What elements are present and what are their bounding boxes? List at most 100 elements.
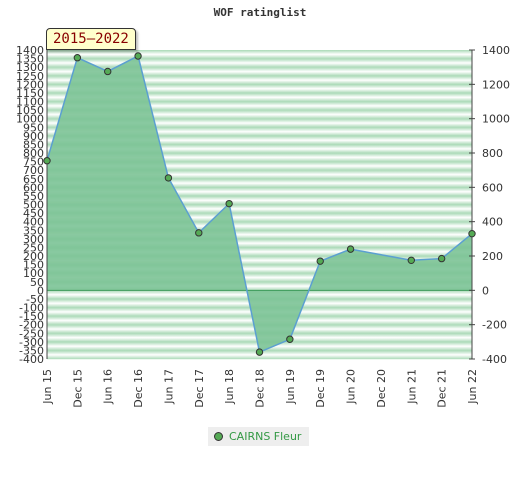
chart-title: WOF ratinglist xyxy=(213,6,307,19)
left-tick-label: -250 xyxy=(19,327,44,340)
data-markers xyxy=(43,52,476,356)
axes xyxy=(46,50,473,359)
left-tick-label: 950 xyxy=(23,121,44,134)
x-tick-label: Dec 19 xyxy=(314,369,327,408)
x-tick-label: Dec 21 xyxy=(436,369,449,408)
left-tick-label: 550 xyxy=(23,190,44,203)
left-tick-label: 500 xyxy=(23,199,44,212)
left-tick-label: 50 xyxy=(30,276,44,289)
plot-band xyxy=(47,238,472,248)
plot-band xyxy=(47,273,472,282)
plot-band xyxy=(47,221,472,231)
data-point xyxy=(437,254,446,263)
data-point xyxy=(134,52,142,60)
data-point xyxy=(225,199,233,208)
left-tick-label: 750 xyxy=(23,156,44,169)
right-tick-label: 1400 xyxy=(482,44,510,57)
plot-band xyxy=(47,144,472,154)
x-tick-label: Jun 16 xyxy=(102,369,115,405)
data-point xyxy=(346,245,355,253)
plot-band xyxy=(47,204,472,214)
plot-band xyxy=(47,101,472,111)
left-tick-label: 1000 xyxy=(16,113,44,126)
left-tick-label: 100 xyxy=(23,267,44,280)
left-tick-label: 1300 xyxy=(16,61,44,74)
right-tick-label: 600 xyxy=(482,181,503,194)
plot-band xyxy=(47,213,472,222)
plot-band xyxy=(47,195,472,205)
right-tick-label: 1200 xyxy=(482,78,510,91)
left-tick-label: 1150 xyxy=(16,87,44,100)
data-point xyxy=(104,67,112,76)
plot-band xyxy=(47,58,472,68)
legend-marker-icon xyxy=(214,432,223,441)
plot-band xyxy=(47,84,472,94)
series-area xyxy=(47,56,472,353)
x-tick-label: Jun 21 xyxy=(405,369,418,405)
right-tick-label: 0 xyxy=(482,284,489,297)
x-tick-label: Dec 16 xyxy=(132,369,145,408)
data-point xyxy=(73,54,82,62)
data-point xyxy=(316,257,324,265)
x-tick-label: Jun 19 xyxy=(284,369,297,405)
legend-label: CAIRNS Fleur xyxy=(229,430,302,443)
plot-band xyxy=(47,67,472,76)
left-tick-label: 400 xyxy=(23,216,44,229)
right-tick-label: 400 xyxy=(482,216,503,229)
data-point xyxy=(468,229,476,238)
right-tick-label: 1000 xyxy=(482,113,510,126)
plot-band xyxy=(47,256,472,265)
plot-band xyxy=(47,50,472,59)
plot-band xyxy=(47,178,472,188)
left-tick-label: 150 xyxy=(23,259,44,272)
left-tick-label: -300 xyxy=(19,336,44,349)
left-tick-label: 700 xyxy=(23,164,44,177)
plot-band xyxy=(47,230,472,240)
x-tick-label: Jun 15 xyxy=(41,369,54,405)
data-point xyxy=(286,335,294,343)
left-tick-label: 650 xyxy=(23,173,44,186)
left-tick-label: -100 xyxy=(19,302,44,315)
period-badge: 2015–2022 xyxy=(46,28,136,50)
plot-band xyxy=(47,92,472,102)
data-point xyxy=(195,229,203,237)
x-tick-label: Jun 17 xyxy=(162,369,175,405)
left-tick-label: 0 xyxy=(37,284,44,297)
right-tick-label: 200 xyxy=(482,250,503,263)
x-tick-label: Dec 17 xyxy=(193,369,206,408)
left-tick-label: 1350 xyxy=(16,53,44,66)
plot-band xyxy=(47,118,472,128)
right-tick-label: -200 xyxy=(482,319,507,332)
plot-band xyxy=(47,264,472,274)
plot-band xyxy=(47,281,472,291)
right-tick-label: -400 xyxy=(482,353,507,366)
plot-band xyxy=(47,247,472,257)
plot-band xyxy=(47,187,472,197)
left-tick-label: 300 xyxy=(23,233,44,246)
left-tick-label: -200 xyxy=(19,319,44,332)
left-tick-label: -50 xyxy=(26,293,44,306)
data-point xyxy=(255,348,264,356)
plot-band xyxy=(47,127,472,137)
x-tick-label: Jun 22 xyxy=(466,369,479,405)
left-tick-label: 850 xyxy=(23,138,44,151)
plot-band xyxy=(47,75,472,85)
left-tick-label: 350 xyxy=(23,224,44,237)
right-axis: 1400 1200 1000 800 600 400 200 0 -200 -400 xyxy=(469,44,510,366)
legend[interactable]: CAIRNS Fleur xyxy=(208,427,310,446)
left-tick-label: 250 xyxy=(23,241,44,254)
x-tick-label: Jun 20 xyxy=(345,369,358,405)
x-tick-label: Dec 20 xyxy=(375,369,388,408)
plot-band xyxy=(47,110,472,119)
left-tick-label: 1250 xyxy=(16,70,44,83)
left-tick-label: -150 xyxy=(19,310,44,323)
x-tick-label: Jun 18 xyxy=(223,369,236,405)
right-tick-label: 800 xyxy=(482,147,503,160)
left-tick-label: 900 xyxy=(23,130,44,143)
plot-band xyxy=(47,153,472,162)
plot-band xyxy=(47,170,472,179)
x-tick-label: Dec 18 xyxy=(254,369,267,408)
data-point xyxy=(407,256,415,264)
series-line xyxy=(46,54,473,354)
